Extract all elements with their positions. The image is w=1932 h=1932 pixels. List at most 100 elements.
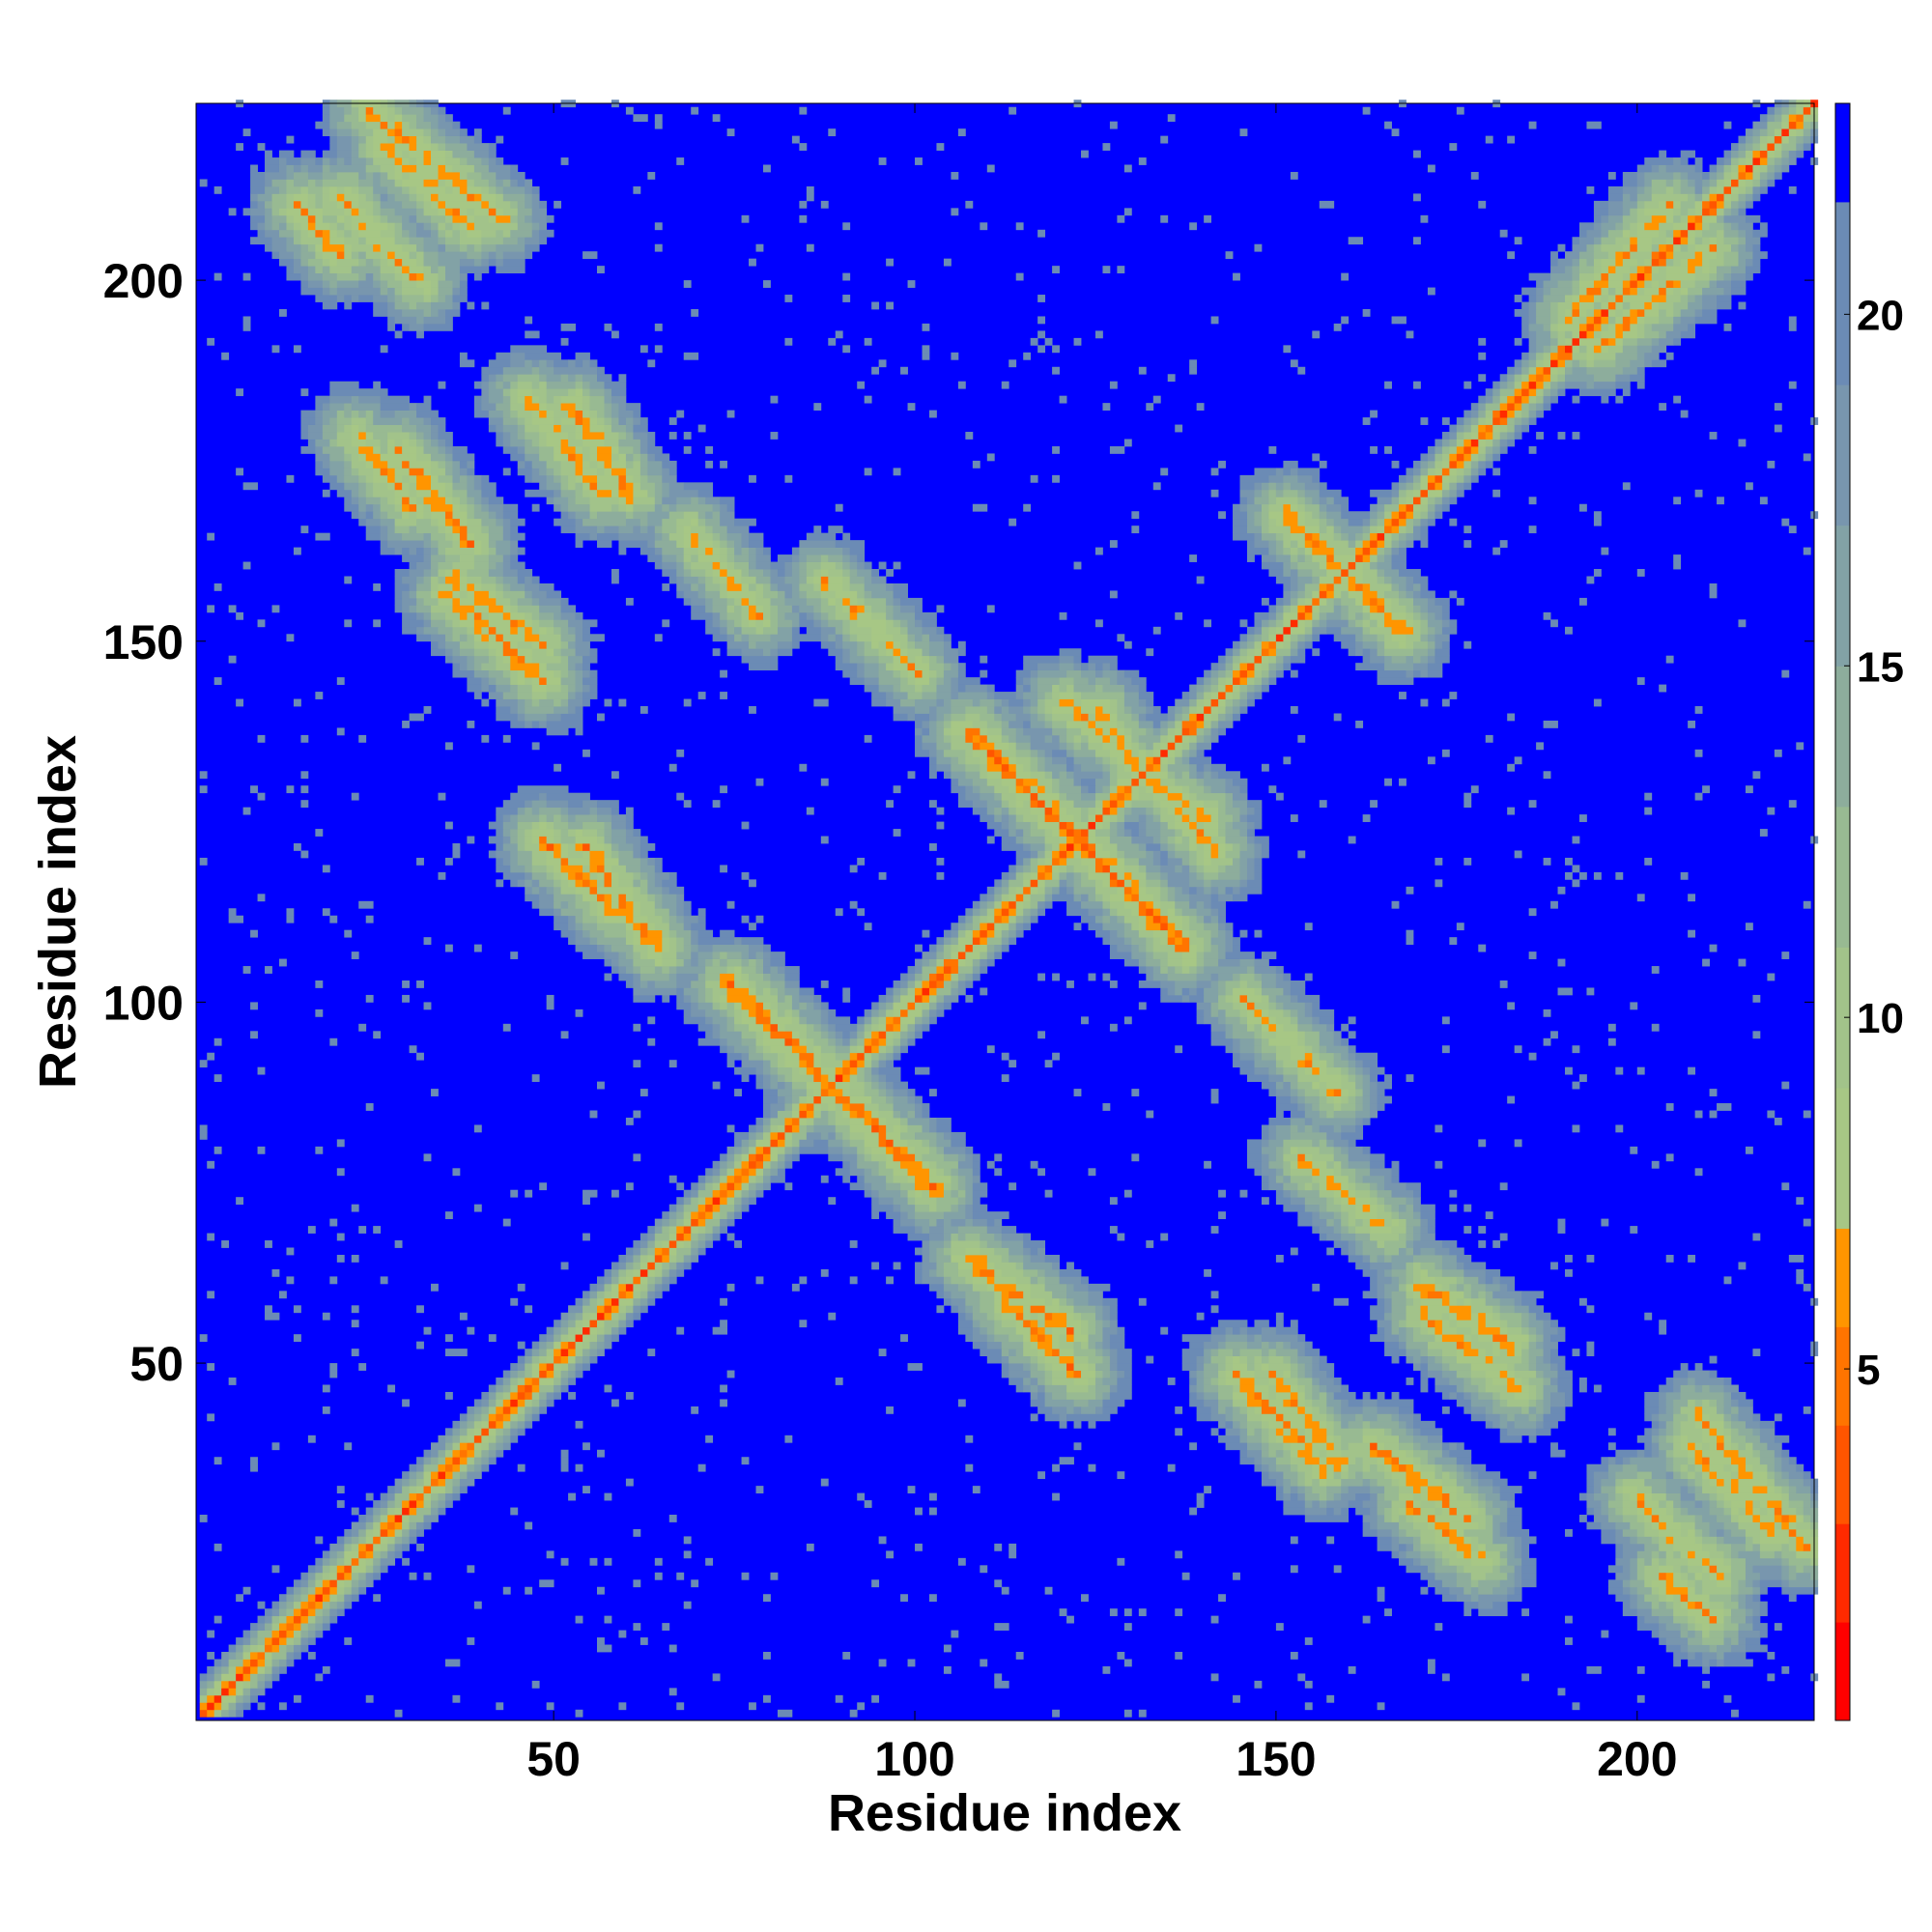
- heatmap-cell: [1586, 1463, 1609, 1472]
- heatmap-cell: [373, 1226, 382, 1234]
- heatmap-cell: [1175, 980, 1198, 988]
- heatmap-cell: [1304, 923, 1313, 931]
- heatmap-cell: [307, 1586, 316, 1595]
- heatmap-cell: [1348, 1175, 1356, 1183]
- heatmap-cell: [1377, 1182, 1385, 1191]
- heatmap-cell: [1109, 1197, 1118, 1206]
- heatmap-cell: [828, 1312, 837, 1321]
- heatmap-cell: [986, 929, 995, 938]
- heatmap-cell: [1601, 1521, 1616, 1530]
- heatmap-cell: [257, 1066, 266, 1075]
- heatmap-cell: [1247, 1023, 1255, 1032]
- heatmap-cell: [1066, 1391, 1096, 1400]
- heatmap-cell: [1341, 1103, 1356, 1111]
- heatmap-cell: [915, 987, 923, 996]
- heatmap-cell: [1123, 894, 1132, 902]
- heatmap-cell: [1673, 1420, 1682, 1429]
- heatmap-cell: [676, 1002, 692, 1010]
- heatmap-cell: [799, 1139, 814, 1148]
- heatmap-cell: [639, 1276, 648, 1285]
- heatmap-cell: [849, 1160, 858, 1169]
- heatmap-cell: [842, 1153, 858, 1162]
- heatmap-cell: [1694, 1110, 1703, 1119]
- heatmap-cell: [720, 1211, 728, 1220]
- heatmap-cell: [893, 1089, 908, 1096]
- heatmap-cell: [597, 871, 605, 880]
- heatmap-cell: [1131, 1089, 1140, 1096]
- heatmap-cell: [1044, 1349, 1053, 1356]
- heatmap-cell: [1738, 1428, 1753, 1436]
- heatmap-cell: [770, 1081, 779, 1090]
- heatmap-cell: [1651, 1550, 1660, 1559]
- heatmap-cell: [1370, 1089, 1378, 1096]
- heatmap-cell: [597, 879, 605, 888]
- heatmap-cell: [1377, 1197, 1385, 1206]
- heatmap-cell: [647, 1247, 656, 1256]
- heatmap-cell: [1218, 886, 1226, 895]
- heatmap-cell: [431, 1478, 439, 1487]
- heatmap-cell: [763, 1124, 771, 1133]
- heatmap-cell: [871, 1031, 880, 1039]
- heatmap-cell: [322, 1557, 330, 1566]
- heatmap-cell: [1528, 1378, 1544, 1385]
- heatmap-cell: [1189, 987, 1198, 996]
- heatmap-cell: [922, 980, 930, 988]
- heatmap-cell: [431, 1471, 439, 1480]
- heatmap-cell: [336, 1572, 345, 1580]
- heatmap-cell: [886, 1081, 894, 1090]
- heatmap-cell: [1665, 1500, 1674, 1508]
- heatmap-cell: [1781, 1507, 1797, 1516]
- heatmap-cell: [943, 937, 952, 946]
- heatmap-cell: [1326, 1463, 1335, 1472]
- heatmap-cell: [1304, 1031, 1321, 1039]
- heatmap-cell: [1449, 1291, 1464, 1299]
- heatmap-cell: [726, 1153, 735, 1162]
- heatmap-cell: [734, 1182, 742, 1191]
- heatmap-cell: [554, 1320, 562, 1328]
- heatmap-cell: [915, 1247, 923, 1256]
- heatmap-cell: [972, 1334, 988, 1343]
- heatmap-cell: [1044, 1378, 1053, 1385]
- heatmap-cell: [1644, 1507, 1653, 1516]
- heatmap-cell: [683, 987, 699, 996]
- heatmap-cell: [546, 871, 554, 880]
- heatmap-cell: [1304, 1124, 1313, 1133]
- heatmap-cell: [1796, 1543, 1804, 1551]
- heatmap-cell: [402, 1515, 410, 1522]
- heatmap-cell: [1615, 1492, 1624, 1501]
- heatmap-cell: [1073, 1283, 1089, 1292]
- heatmap-cell: [1659, 1550, 1667, 1559]
- heatmap-cell: [517, 1341, 526, 1350]
- heatmap-cell: [1680, 1500, 1696, 1508]
- heatmap-cell: [806, 1060, 814, 1068]
- heatmap-cell: [1688, 1557, 1703, 1566]
- heatmap-cell: [1803, 1471, 1811, 1480]
- heatmap-cell: [1688, 1478, 1696, 1487]
- heatmap-cell: [611, 879, 619, 888]
- heatmap-cell: [878, 1089, 887, 1096]
- heatmap-cell: [1507, 1349, 1516, 1356]
- heatmap-cell: [1102, 894, 1111, 902]
- heatmap-cell: [1283, 973, 1292, 981]
- heatmap-cell: [394, 1528, 403, 1537]
- heatmap-cell: [1304, 1507, 1327, 1516]
- heatmap-cell: [777, 1153, 785, 1162]
- heatmap-cell: [1030, 894, 1046, 902]
- heatmap-cell: [972, 900, 980, 909]
- heatmap-cell: [1630, 1579, 1645, 1588]
- heatmap-cell: [1492, 1291, 1522, 1299]
- heatmap-cell: [1406, 1305, 1421, 1314]
- heatmap-cell: [654, 1276, 663, 1285]
- heatmap-cell: [1066, 879, 1074, 888]
- heatmap-cell: [1680, 1594, 1689, 1603]
- heatmap-cell: [1478, 1320, 1487, 1328]
- heatmap-cell: [213, 1457, 222, 1465]
- heatmap-cell: [242, 1586, 251, 1595]
- heatmap-cell: [1377, 1536, 1392, 1545]
- heatmap-cell: [1210, 937, 1226, 946]
- heatmap-cell: [1593, 1384, 1602, 1393]
- heatmap-cell: [734, 1002, 742, 1010]
- heatmap-cell: [1319, 1182, 1327, 1191]
- heatmap-cell: [1189, 900, 1198, 909]
- heatmap-cell: [813, 1074, 822, 1083]
